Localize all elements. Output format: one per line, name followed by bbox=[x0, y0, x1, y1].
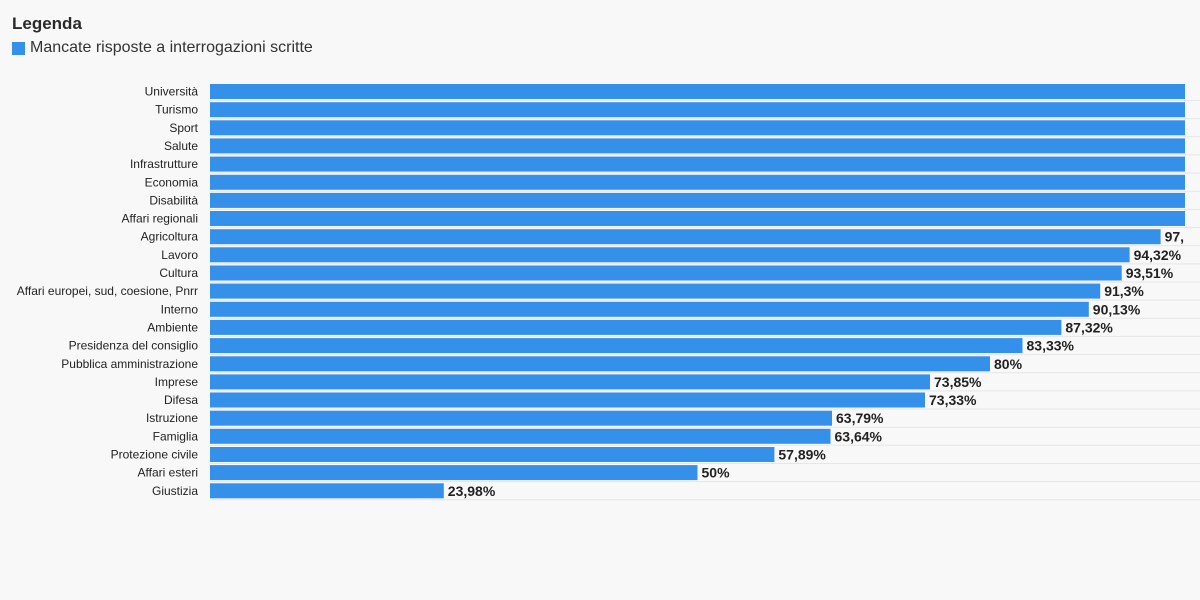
data-label: 91,3% bbox=[1104, 283, 1144, 299]
category-label: Affari esteri bbox=[138, 466, 198, 480]
category-label: Imprese bbox=[155, 375, 199, 389]
legend: Legenda Mancate risposte a interrogazion… bbox=[12, 13, 313, 58]
data-label: 23,98% bbox=[448, 483, 496, 499]
bar[interactable] bbox=[210, 174, 1185, 190]
category-label: Pubblica amministrazione bbox=[61, 357, 198, 371]
category-label: Difesa bbox=[164, 393, 198, 407]
category-label: Disabilità bbox=[149, 193, 198, 207]
bar[interactable] bbox=[210, 192, 1185, 208]
category-label: Agricoltura bbox=[141, 230, 199, 244]
bar[interactable] bbox=[210, 247, 1130, 263]
bar[interactable] bbox=[210, 229, 1161, 245]
category-label: Ambiente bbox=[147, 320, 198, 334]
category-label: Cultura bbox=[159, 266, 198, 280]
bar[interactable] bbox=[210, 120, 1185, 136]
data-label: 73,33% bbox=[929, 392, 977, 408]
data-label: 63,79% bbox=[836, 410, 884, 426]
legend-item[interactable]: Mancate risposte a interrogazioni scritt… bbox=[12, 38, 313, 58]
data-label: 97, bbox=[1165, 229, 1184, 245]
category-label: Istruzione bbox=[146, 411, 198, 425]
bar[interactable] bbox=[210, 138, 1185, 154]
bar[interactable] bbox=[210, 211, 1185, 226]
data-label: 94,32% bbox=[1134, 247, 1182, 263]
bar[interactable] bbox=[210, 483, 444, 499]
category-label: Turismo bbox=[155, 103, 198, 117]
category-label: Famiglia bbox=[153, 429, 199, 443]
data-label: 87,32% bbox=[1065, 319, 1113, 335]
category-label: Interno bbox=[161, 302, 199, 316]
category-label: Infrastrutture bbox=[130, 157, 198, 171]
category-label: Economia bbox=[145, 175, 199, 189]
category-label: Sport bbox=[169, 121, 198, 135]
bar[interactable] bbox=[210, 301, 1089, 317]
data-label: 90,13% bbox=[1093, 301, 1141, 317]
data-label: 93,51% bbox=[1126, 265, 1174, 281]
data-label: 80% bbox=[994, 356, 1023, 372]
bar[interactable] bbox=[210, 356, 990, 372]
bar[interactable] bbox=[210, 283, 1101, 299]
bar[interactable] bbox=[210, 410, 832, 426]
category-label: Affari regionali bbox=[122, 212, 199, 226]
category-label: Università bbox=[145, 85, 199, 99]
legend-title: Legenda bbox=[12, 14, 82, 33]
category-label: Lavoro bbox=[161, 248, 198, 262]
data-label: 63,64% bbox=[835, 428, 883, 444]
category-label: Giustizia bbox=[152, 484, 198, 498]
bar[interactable] bbox=[210, 319, 1062, 335]
category-label: Presidenza del consiglio bbox=[69, 339, 199, 353]
data-label: 57,89% bbox=[778, 447, 826, 463]
category-label: Protezione civile bbox=[111, 448, 199, 462]
bar[interactable] bbox=[210, 428, 831, 444]
category-label: Affari europei, sud, coesione, Pnrr bbox=[17, 284, 198, 298]
data-label: 50% bbox=[702, 465, 731, 481]
bar[interactable] bbox=[210, 447, 775, 462]
data-label: 83,33% bbox=[1027, 338, 1075, 354]
legend-item-label: Mancate risposte a interrogazioni scritt… bbox=[30, 39, 313, 56]
bar[interactable] bbox=[210, 392, 925, 408]
bar[interactable] bbox=[210, 84, 1185, 99]
data-label: 73,85% bbox=[934, 374, 982, 390]
bar[interactable] bbox=[210, 156, 1185, 172]
bar[interactable] bbox=[210, 465, 698, 481]
category-label: Salute bbox=[164, 139, 198, 153]
bar[interactable] bbox=[210, 102, 1185, 118]
bar[interactable] bbox=[210, 338, 1023, 354]
bar[interactable] bbox=[210, 374, 930, 390]
legend-swatch bbox=[12, 41, 25, 55]
bar[interactable] bbox=[210, 265, 1122, 281]
